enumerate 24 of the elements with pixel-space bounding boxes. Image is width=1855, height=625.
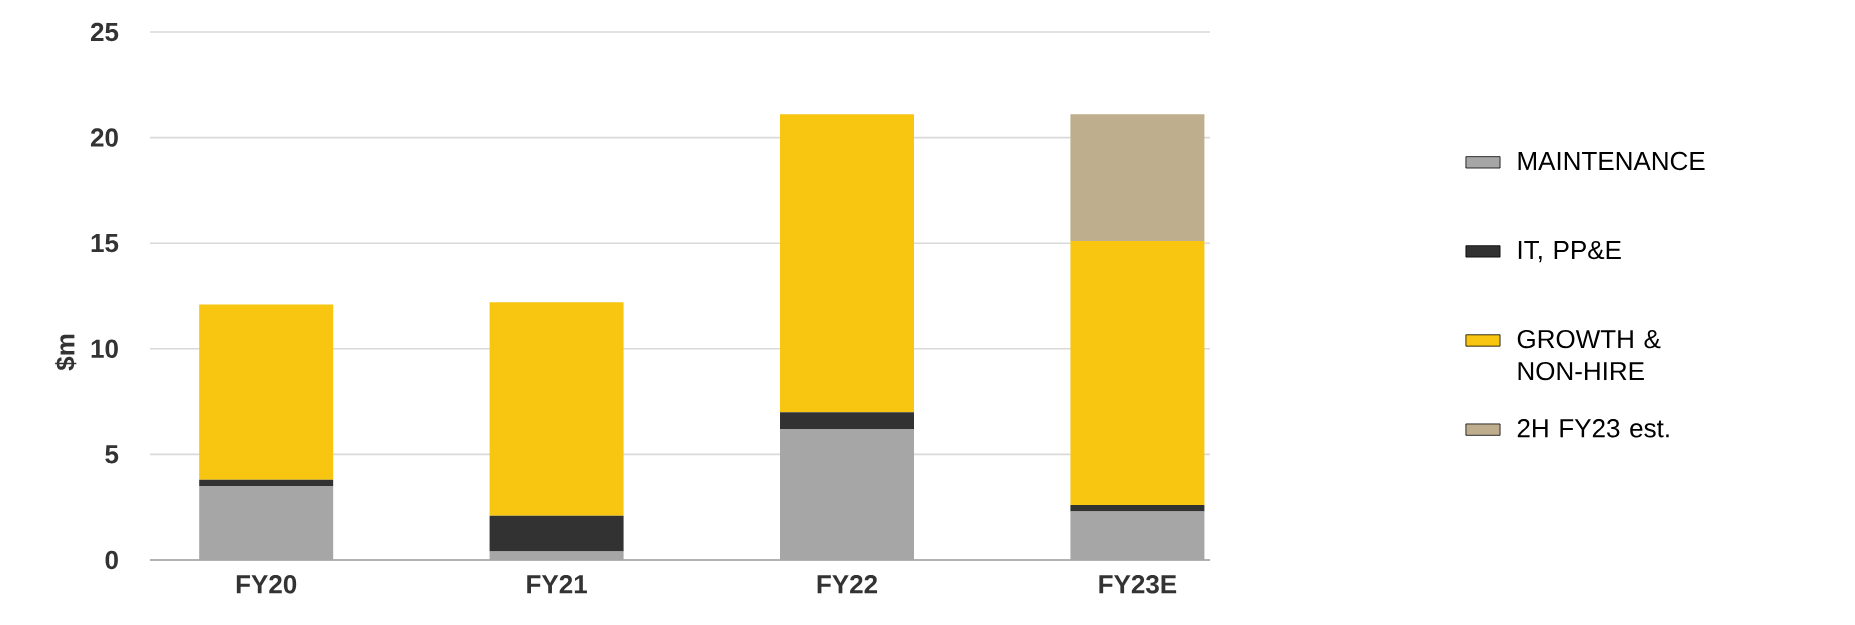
x-tick-label: FY20	[236, 575, 297, 594]
bar	[199, 479, 334, 487]
bar	[199, 304, 334, 480]
y-axis-title: $m	[55, 334, 77, 371]
bar	[489, 302, 624, 516]
y-tick-label: 25	[90, 22, 119, 42]
y-tick-label: 0	[105, 550, 118, 570]
bar	[1070, 114, 1205, 242]
y-tick-label: 15	[91, 234, 119, 253]
x-tick-label: FY23E	[1099, 575, 1177, 594]
legend-label: 2H FY23 est.	[1517, 419, 1669, 438]
y-tick-label: 10	[91, 339, 118, 358]
bar	[1070, 241, 1205, 506]
y-tick-label: 5	[105, 445, 119, 464]
y-tick-label: 20	[90, 128, 118, 147]
bar	[489, 515, 624, 552]
bar	[1070, 505, 1205, 512]
legend-label: MAINTENANCE	[1518, 151, 1705, 171]
legend-label: IT, PP&E	[1518, 240, 1621, 263]
bar	[780, 412, 915, 430]
bar	[780, 114, 915, 413]
x-tick-label: FY22	[817, 575, 878, 594]
x-tick-label: FY21	[527, 575, 587, 594]
legend-label: GROWTH & NON-HIRE	[1517, 329, 1661, 381]
